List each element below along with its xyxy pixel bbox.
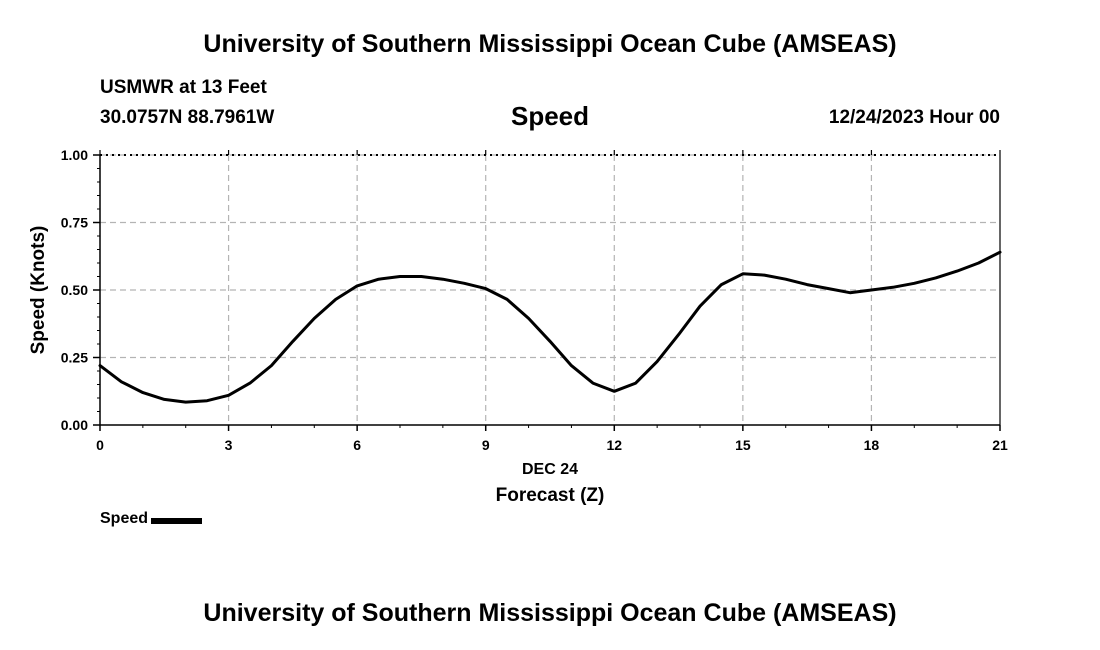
forecast-date: 12/24/2023 Hour 00 bbox=[828, 107, 1000, 128]
y-tick-label: 0.50 bbox=[61, 282, 88, 298]
chart-title: University of Southern Mississippi Ocean… bbox=[203, 30, 897, 58]
x-tick-label: 15 bbox=[735, 437, 751, 453]
legend: Speed bbox=[100, 510, 203, 528]
footer-title: University of Southern Mississippi Ocean… bbox=[203, 599, 897, 627]
y-tick-label: 0.00 bbox=[61, 417, 88, 433]
variable-title: Speed bbox=[510, 101, 590, 131]
series-lines bbox=[98, 250, 1002, 404]
x-tick-label: 6 bbox=[353, 437, 361, 453]
y-axis-label: Speed (Knots) bbox=[28, 226, 49, 355]
speed-series-line bbox=[98, 250, 1002, 404]
y-tick-label: 1.00 bbox=[61, 147, 88, 163]
station-label: USMWR at 13 Feet bbox=[100, 77, 267, 98]
x-tick-label: 9 bbox=[482, 437, 490, 453]
x-tick-label: 18 bbox=[864, 437, 880, 453]
x-tick-label: 21 bbox=[992, 437, 1008, 453]
x-axis-label: Forecast (Z) bbox=[496, 485, 605, 506]
x-tick-label: 12 bbox=[606, 437, 622, 453]
legend-label: Speed bbox=[100, 510, 149, 527]
y-tick-label: 0.25 bbox=[61, 350, 88, 366]
x-tick-label: 3 bbox=[225, 437, 233, 453]
x-tick-label: 0 bbox=[96, 437, 104, 453]
y-tick-label: 0.75 bbox=[61, 215, 88, 231]
legend-swatch bbox=[151, 517, 203, 524]
axis-ticks: 0 3 6 9 12 15 18 21 0.00 0.25 0.50 0.75 1.00 bbox=[61, 147, 1008, 453]
x-axis-date-label: DEC 24 bbox=[522, 461, 578, 478]
station-coordinates: 30.0757N 88.7961W bbox=[100, 107, 275, 128]
